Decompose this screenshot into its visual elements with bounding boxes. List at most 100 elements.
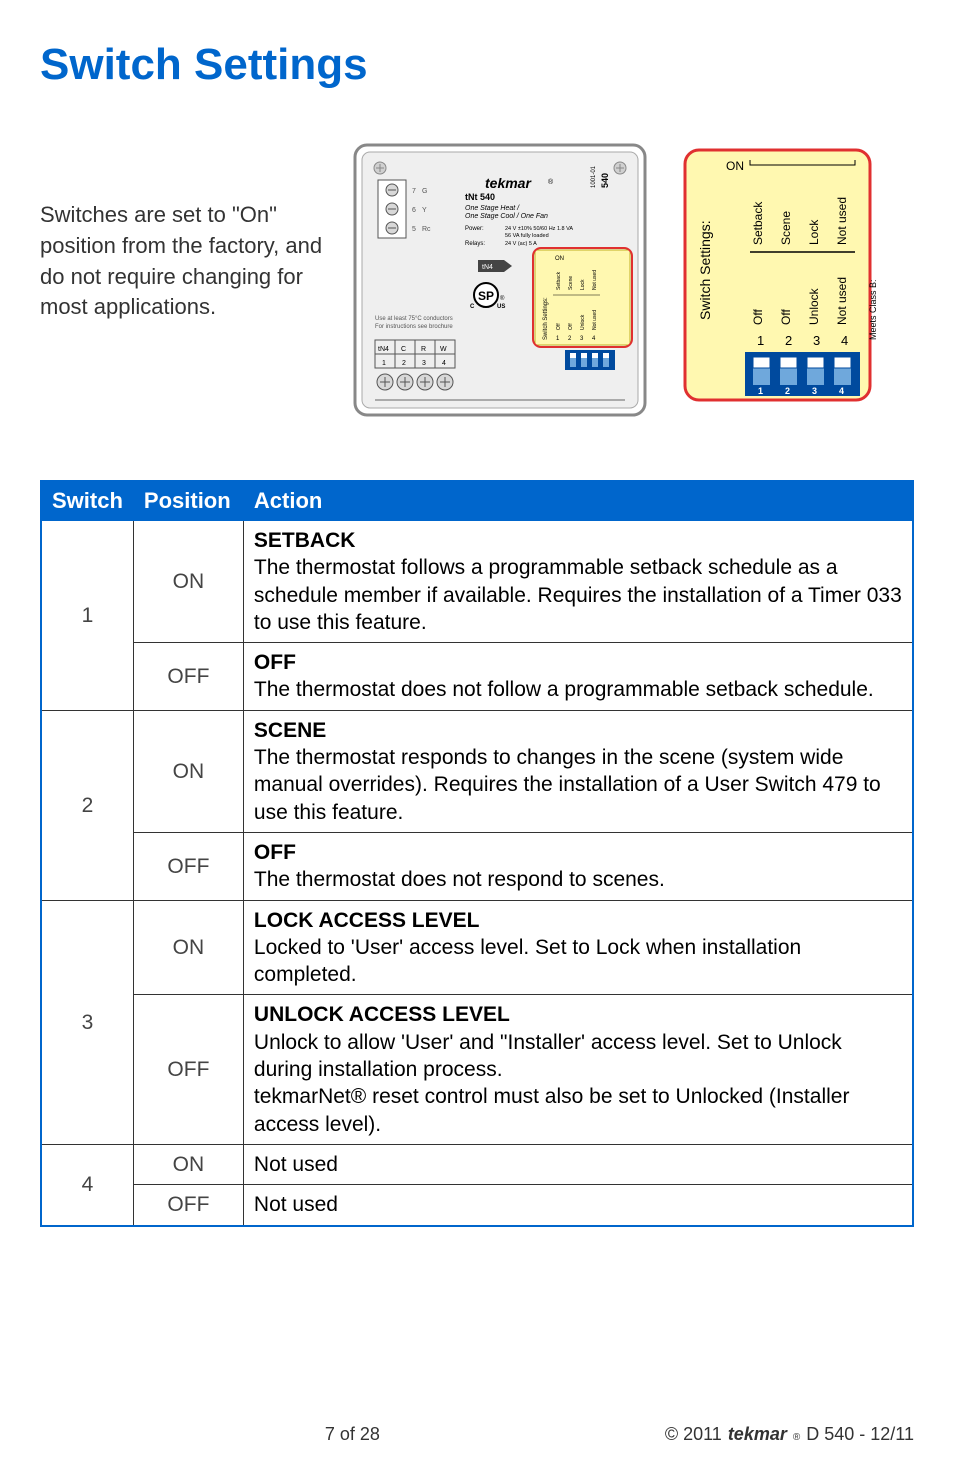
termn-3: 3 xyxy=(422,360,426,367)
dip-num-4: 4 xyxy=(839,386,844,396)
table-row: OFF UNLOCK ACCESS LEVEL Unlock to allow … xyxy=(41,995,913,1144)
action-title: UNLOCK ACCESS LEVEL xyxy=(254,1003,510,1026)
action-body: The thermostat follows a programmable se… xyxy=(254,556,902,634)
terminal-7: 7 xyxy=(412,188,416,195)
terminal-Rc: Rc xyxy=(422,226,431,233)
action-cell: LOCK ACCESS LEVEL Locked to 'User' acces… xyxy=(243,900,913,995)
position-cell: ON xyxy=(133,710,243,832)
table-row: 4 ON Not used xyxy=(41,1144,913,1184)
table-row: OFF OFF The thermostat does not follow a… xyxy=(41,643,913,711)
page-title: Switch Settings xyxy=(40,40,914,90)
detail-bot-3: Not used xyxy=(835,277,849,325)
detail-num-4: 4 xyxy=(841,333,848,348)
action-body: Not used xyxy=(254,1153,338,1176)
svg-text:®: ® xyxy=(500,295,505,302)
device-diagram: 7 6 5 G Y Rc tekmar ® tNt 540 One Stage … xyxy=(350,140,650,420)
col-switch: Switch xyxy=(41,481,133,521)
cert-c: C xyxy=(470,304,475,310)
table-row: 1 ON SETBACK The thermostat follows a pr… xyxy=(41,521,913,643)
termn-2: 2 xyxy=(402,360,406,367)
action-title: OFF xyxy=(254,841,296,864)
position-cell: OFF xyxy=(133,832,243,900)
tn4-label: tN4 xyxy=(482,264,493,271)
term-tN4: tN4 xyxy=(378,346,389,353)
action-cell: UNLOCK ACCESS LEVEL Unlock to allow 'Use… xyxy=(243,995,913,1144)
action-body: Not used xyxy=(254,1193,338,1216)
mini-bot-0: Off xyxy=(556,323,562,330)
conductor-note2: For instructions see brochure xyxy=(375,324,453,330)
terminal-5: 5 xyxy=(412,226,416,233)
terminal-6: 6 xyxy=(412,207,416,214)
action-body: The thermostat does not follow a program… xyxy=(254,678,874,701)
model-desc1: One Stage Heat / xyxy=(465,205,520,212)
position-cell: OFF xyxy=(133,1185,243,1226)
model-desc2: One Stage Cool / One Fan xyxy=(465,213,548,220)
action-title: SCENE xyxy=(254,719,326,742)
action-title: LOCK ACCESS LEVEL xyxy=(254,909,480,932)
action-cell: OFF The thermostat does not follow a pro… xyxy=(243,643,913,711)
action-cell: Not used xyxy=(243,1185,913,1226)
action-cell: SETBACK The thermostat follows a program… xyxy=(243,521,913,643)
settings-table: Switch Position Action 1 ON SETBACK The … xyxy=(40,480,914,1227)
detail-top-0: Setback xyxy=(751,201,765,245)
cert-us: US xyxy=(497,304,505,310)
position-cell: ON xyxy=(133,900,243,995)
diagrams-container: 7 6 5 G Y Rc tekmar ® tNt 540 One Stage … xyxy=(350,140,914,420)
dip-num-2: 2 xyxy=(785,386,790,396)
action-cell: SCENE The thermostat responds to changes… xyxy=(243,710,913,832)
action-cell: Not used xyxy=(243,1144,913,1184)
mini-dip-on: ON xyxy=(555,256,564,262)
position-cell: OFF xyxy=(133,995,243,1144)
table-header-row: Switch Position Action xyxy=(41,481,913,521)
power-label: Power: xyxy=(465,226,484,232)
term-R: R xyxy=(421,346,426,353)
term-W: W xyxy=(440,346,447,353)
table-row: 2 ON SCENE The thermostat responds to ch… xyxy=(41,710,913,832)
action-title: SETBACK xyxy=(254,529,356,552)
action-body: The thermostat does not respond to scene… xyxy=(254,868,665,891)
conductor-note1: Use at least 75°C conductors xyxy=(375,316,453,322)
detail-top-1: Scene xyxy=(779,211,793,245)
page-footer: 7 of 28 © 2011 tekmar® D 540 - 12/11 xyxy=(40,1424,914,1445)
power-spec1: 24 V ±10% 50/60 Hz 1.8 VA xyxy=(505,226,573,232)
col-position: Position xyxy=(133,481,243,521)
detail-bot-1: Off xyxy=(779,309,793,325)
mini-top-1: Scene xyxy=(568,276,574,290)
col-action: Action xyxy=(243,481,913,521)
detail-num-2: 2 xyxy=(785,333,792,348)
dip-num-1: 1 xyxy=(758,386,763,396)
relays-label: Relays: xyxy=(465,241,485,247)
switch-cell-3: 3 xyxy=(41,900,133,1144)
code-1001: 1001-01 xyxy=(591,165,597,188)
intro-text: Switches are set to "On" position from t… xyxy=(40,200,330,323)
term-C: C xyxy=(401,346,406,353)
position-cell: OFF xyxy=(133,643,243,711)
footer-reg: ® xyxy=(793,1432,800,1443)
mini-bot-3: Not used xyxy=(592,310,598,330)
switch-cell-4: 4 xyxy=(41,1144,133,1225)
page-number: 7 of 28 xyxy=(325,1424,380,1445)
detail-top-3: Not used xyxy=(835,197,849,245)
mini-top-3: Not used xyxy=(592,270,598,290)
footer-doc: D 540 - 12/11 xyxy=(806,1424,914,1445)
dip-num-3: 3 xyxy=(812,386,817,396)
mini-bot-2: Unlock xyxy=(580,314,586,330)
action-body: Locked to 'User' access level. Set to Lo… xyxy=(254,936,801,986)
action-body: The thermostat responds to changes in th… xyxy=(254,746,881,824)
action-title: OFF xyxy=(254,651,296,674)
code-540: 540 xyxy=(600,173,610,188)
mini-bot-1: Off xyxy=(568,323,574,330)
svg-text:®: ® xyxy=(548,178,554,186)
detail-num-3: 3 xyxy=(813,333,820,348)
detail-title: Switch Settings: xyxy=(697,220,713,320)
model-text: tNt 540 xyxy=(465,192,495,202)
detail-on: ON xyxy=(726,159,744,173)
table-row: 3 ON LOCK ACCESS LEVEL Locked to 'User' … xyxy=(41,900,913,995)
mini-top-2: Lock xyxy=(580,279,586,290)
position-cell: ON xyxy=(133,1144,243,1184)
terminal-Y: Y xyxy=(422,207,427,214)
position-cell: ON xyxy=(133,521,243,643)
action-body: Unlock to allow 'User' and "Installer' a… xyxy=(254,1031,850,1136)
mini-dip-label: Switch Settings: xyxy=(543,297,549,340)
footer-brand: tekmar xyxy=(728,1424,787,1445)
